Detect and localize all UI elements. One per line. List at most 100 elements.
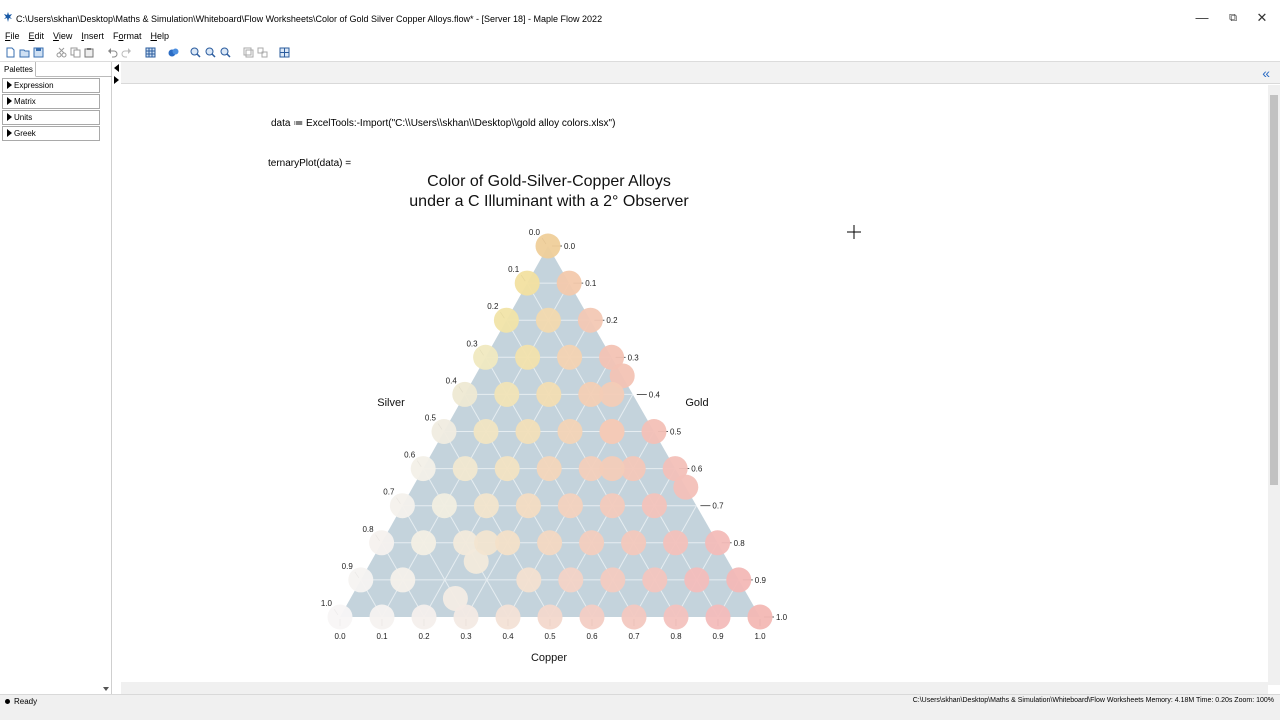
menu-item-view[interactable]: View (53, 31, 73, 41)
tick-label-silver: 0.0 (529, 228, 541, 237)
palettes-tab[interactable]: Palettes (0, 62, 36, 77)
data-point (494, 381, 520, 407)
scroll-thumb[interactable] (1270, 95, 1278, 485)
horizontal-scrollbar[interactable] (121, 682, 1268, 694)
redo-icon[interactable] (121, 47, 132, 58)
ternary-plot[interactable]: Color of Gold-Silver-Copper Alloys under… (300, 165, 820, 675)
palette-greek[interactable]: Greek (2, 126, 100, 141)
data-point (578, 381, 604, 407)
data-point (579, 604, 605, 630)
tick-label-gold: 0.6 (691, 465, 703, 474)
data-point (494, 456, 520, 482)
copy-icon[interactable] (70, 47, 81, 58)
maple-leaf-icon (4, 12, 12, 22)
vertical-scrollbar[interactable] (1268, 85, 1280, 685)
window-title: C:\Users\skhan\Desktop\Maths & Simulatio… (16, 14, 603, 24)
zoom-reset-icon[interactable] (220, 47, 231, 58)
data-point (431, 419, 457, 444)
status-details: C:\Users\skhan\Desktop\Maths & Simulatio… (912, 697, 1274, 704)
tick-label-gold: 0.5 (670, 428, 682, 437)
data-point (515, 493, 541, 519)
data-point (537, 530, 563, 556)
tick-label-copper: 0.7 (628, 632, 640, 641)
title-bar: C:\Users\skhan\Desktop\Maths & Simulatio… (0, 0, 1280, 30)
new-file-icon[interactable] (5, 47, 16, 58)
data-point (556, 270, 582, 296)
tick-label-silver: 0.2 (487, 302, 499, 311)
tick-label-gold: 0.4 (649, 390, 661, 399)
data-point (620, 456, 646, 482)
data-point (535, 233, 561, 259)
worksheet-header-strip: « (121, 62, 1280, 84)
palette-expression[interactable]: Expression (2, 78, 100, 93)
menu-item-edit[interactable]: Edit (28, 31, 45, 41)
data-point (673, 474, 699, 500)
tick-label-gold: 0.3 (628, 353, 640, 362)
data-point (495, 530, 521, 556)
minimize-button[interactable]: — (1195, 10, 1209, 25)
tick-label-silver: 0.4 (446, 376, 458, 385)
palette-label: Matrix (14, 97, 36, 106)
tick-label-gold: 1.0 (776, 613, 788, 622)
zoom-in-icon[interactable] (190, 47, 201, 58)
server-icon[interactable] (168, 47, 179, 58)
panel-splitter[interactable] (112, 62, 121, 694)
tick-label-copper: 0.4 (502, 632, 514, 641)
palette-scrollbar[interactable] (101, 78, 111, 692)
grid-icon[interactable] (145, 47, 156, 58)
tick-label-silver: 0.3 (466, 339, 478, 348)
zoom-out-icon[interactable] (205, 47, 216, 58)
data-point (389, 493, 415, 519)
data-point (348, 567, 374, 593)
paste-icon[interactable] (84, 47, 95, 58)
data-point (536, 456, 562, 482)
restore-icon[interactable]: ⧉ (1229, 12, 1237, 24)
open-file-icon[interactable] (19, 47, 30, 58)
gridline-silver (526, 282, 719, 618)
data-point (474, 530, 500, 556)
import-math-container[interactable]: data ≔ ExcelTools:-Import("C:\\Users\\sk… (271, 118, 616, 129)
save-icon[interactable] (33, 47, 44, 58)
data-point (662, 456, 688, 482)
undo-icon[interactable] (107, 47, 118, 58)
data-point (726, 567, 752, 593)
palette-matrix[interactable]: Matrix (2, 94, 100, 109)
cut-icon[interactable] (56, 47, 67, 58)
menu-item-format[interactable]: Format (112, 31, 142, 41)
data-point (515, 419, 541, 444)
chart-title-line2: under a C Illuminant with a 2° Observer (409, 193, 689, 210)
data-point (453, 530, 479, 556)
expand-triangle-icon (7, 97, 12, 105)
data-point (557, 493, 583, 519)
toolbar (0, 43, 1280, 62)
gridline-copper (633, 505, 697, 618)
data-point (369, 604, 395, 630)
plot-math-container[interactable]: ternaryPlot(data) = (268, 158, 352, 169)
data-point (390, 567, 416, 593)
tick-label-copper: 0.0 (334, 632, 346, 641)
layout-icon[interactable] (279, 47, 290, 58)
data-point (609, 363, 635, 389)
tick-label-gold: 0.0 (564, 242, 576, 251)
data-point (599, 493, 625, 519)
tick-label-copper: 1.0 (754, 632, 766, 641)
tick-label-copper: 0.6 (586, 632, 598, 641)
tick-label-copper: 0.8 (670, 632, 682, 641)
ungroup-icon[interactable] (257, 47, 268, 58)
palette-units[interactable]: Units (2, 110, 100, 125)
data-point (600, 567, 626, 593)
data-point (641, 493, 667, 519)
close-button[interactable]: ✕ (1256, 10, 1268, 25)
menu-item-insert[interactable]: Insert (81, 31, 104, 41)
crosshair-cursor-icon (847, 225, 861, 239)
menu-item-help[interactable]: Help (150, 31, 169, 41)
data-point (473, 419, 499, 444)
collapse-arrows-icon[interactable] (112, 62, 121, 92)
tick-label-silver: 0.5 (425, 414, 437, 423)
tick-label-silver: 0.9 (342, 562, 354, 571)
menu-item-file[interactable]: File (5, 31, 20, 41)
data-point (599, 419, 625, 444)
double-chevron-left-icon[interactable]: « (1262, 65, 1270, 81)
tick-label-copper: 0.9 (712, 632, 724, 641)
group-icon[interactable] (243, 47, 254, 58)
